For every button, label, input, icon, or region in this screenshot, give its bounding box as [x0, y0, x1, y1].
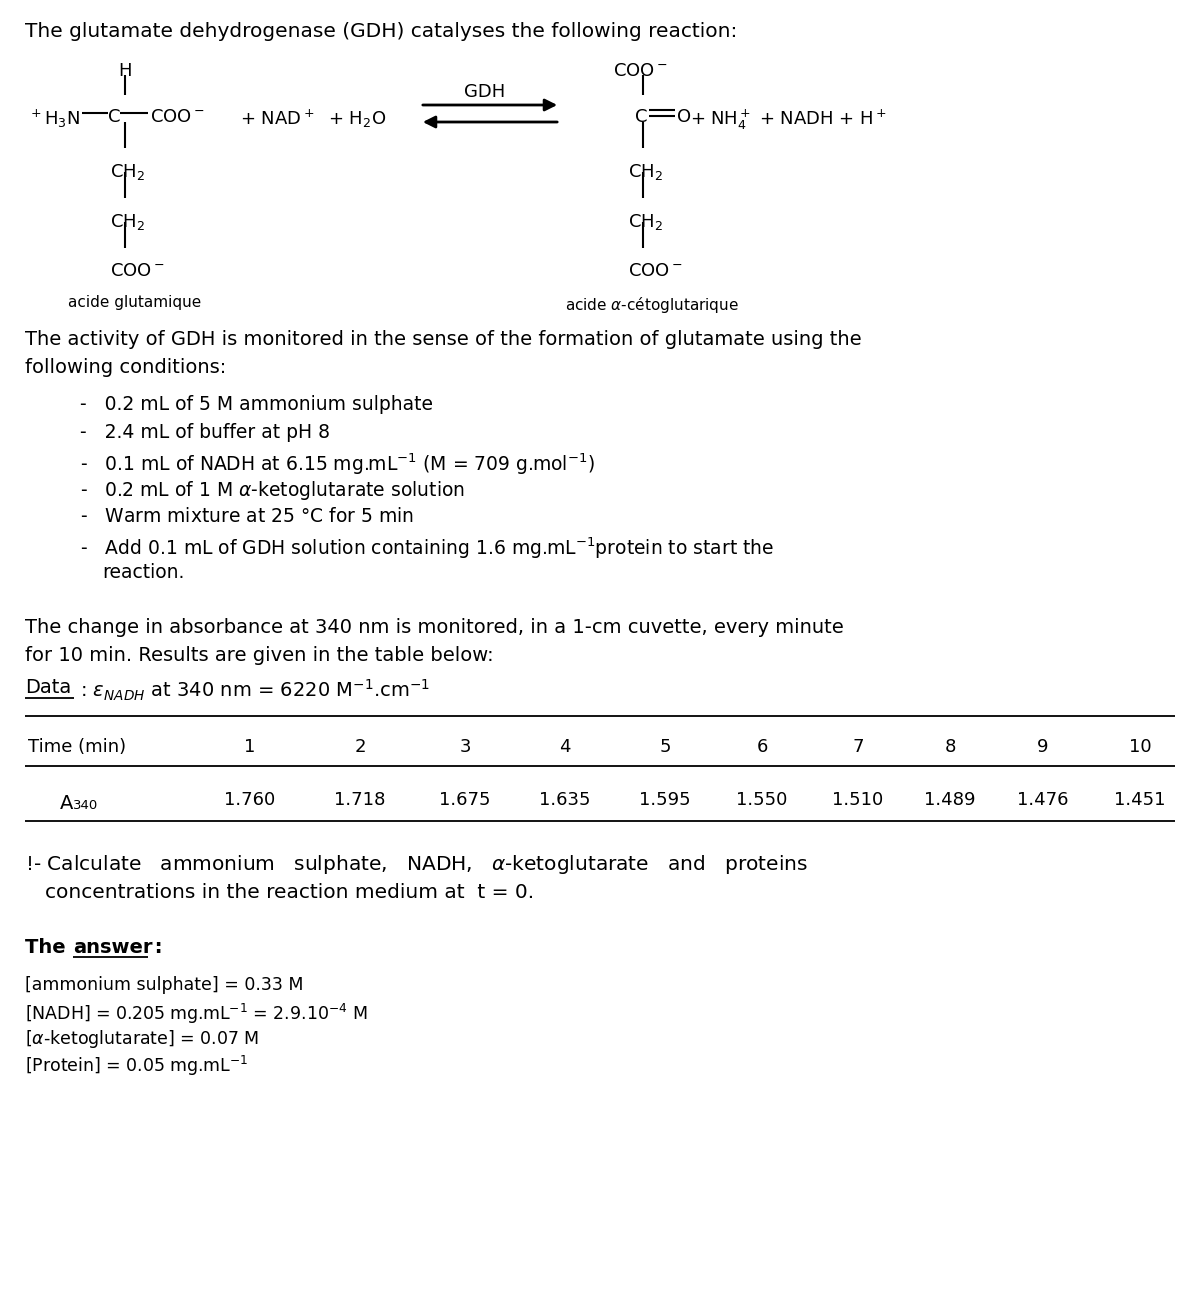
Text: 1.718: 1.718 — [335, 792, 385, 809]
Text: 7: 7 — [852, 738, 864, 756]
Text: 1.451: 1.451 — [1115, 792, 1165, 809]
Text: answer: answer — [73, 938, 152, 957]
Text: The activity of GDH is monitored in the sense of the formation of glutamate usin: The activity of GDH is monitored in the … — [25, 330, 862, 348]
Text: 1.550: 1.550 — [737, 792, 787, 809]
Text: -   2.4 mL of buffer at pH 8: - 2.4 mL of buffer at pH 8 — [80, 423, 330, 442]
Text: $^+$H$_3$N: $^+$H$_3$N — [28, 108, 80, 130]
Text: 1.595: 1.595 — [640, 792, 691, 809]
Text: COO$^-$: COO$^-$ — [628, 262, 683, 280]
Text: The: The — [25, 938, 72, 957]
Text: acide glutamique: acide glutamique — [68, 295, 202, 310]
Text: 340: 340 — [73, 800, 98, 811]
Text: 1.476: 1.476 — [1018, 792, 1069, 809]
Text: 8: 8 — [944, 738, 955, 756]
Text: 9: 9 — [1037, 738, 1049, 756]
Text: -   0.1 mL of NADH at 6.15 mg.mL$^{-1}$ (M = 709 g.mol$^{-1}$): - 0.1 mL of NADH at 6.15 mg.mL$^{-1}$ (M… — [80, 451, 595, 476]
Text: 1.675: 1.675 — [439, 792, 491, 809]
Text: COO$^-$: COO$^-$ — [150, 108, 205, 126]
Text: :: : — [148, 938, 162, 957]
Text: + NH$_4^+$ + NADH + H$^+$: + NH$_4^+$ + NADH + H$^+$ — [690, 108, 887, 133]
Text: C: C — [108, 108, 120, 126]
Text: COO$^-$: COO$^-$ — [613, 62, 667, 80]
Text: 2: 2 — [354, 738, 366, 756]
Text: H: H — [118, 62, 132, 80]
Text: + NAD$^+$  + H$_2$O: + NAD$^+$ + H$_2$O — [240, 108, 386, 130]
Text: reaction.: reaction. — [102, 563, 185, 583]
Text: COO$^-$: COO$^-$ — [110, 262, 164, 280]
Text: The glutamate dehydrogenase (GDH) catalyses the following reaction:: The glutamate dehydrogenase (GDH) cataly… — [25, 22, 737, 41]
Text: for 10 min. Results are given in the table below:: for 10 min. Results are given in the tab… — [25, 646, 493, 665]
Text: A: A — [60, 794, 73, 813]
Text: C: C — [635, 108, 648, 126]
Text: CH$_2$: CH$_2$ — [110, 162, 145, 181]
Text: Data: Data — [25, 679, 71, 697]
Text: 1.760: 1.760 — [224, 792, 276, 809]
Text: -   Warm mixture at 25 $\degree$C for 5 min: - Warm mixture at 25 $\degree$C for 5 mi… — [80, 508, 414, 526]
Text: -   0.2 mL of 5 M ammonium sulphate: - 0.2 mL of 5 M ammonium sulphate — [80, 394, 433, 414]
Text: The change in absorbance at 340 nm is monitored, in a 1-cm cuvette, every minute: The change in absorbance at 340 nm is mo… — [25, 618, 844, 636]
Text: concentrations in the reaction medium at  t = 0.: concentrations in the reaction medium at… — [46, 882, 534, 902]
Text: Time (min): Time (min) — [28, 738, 126, 756]
Text: CH$_2$: CH$_2$ — [110, 212, 145, 231]
Text: 4: 4 — [559, 738, 571, 756]
Text: 10: 10 — [1129, 738, 1151, 756]
Text: : $\varepsilon_{NADH}$ at 340 nm = 6220 M$^{-1}$.cm$^{-1}$: : $\varepsilon_{NADH}$ at 340 nm = 6220 … — [74, 679, 431, 704]
Text: [Protein] = 0.05 mg.mL$^{-1}$: [Protein] = 0.05 mg.mL$^{-1}$ — [25, 1055, 248, 1078]
Text: 1.489: 1.489 — [924, 792, 976, 809]
Text: CH$_2$: CH$_2$ — [628, 212, 664, 231]
Text: 1.510: 1.510 — [833, 792, 883, 809]
Text: following conditions:: following conditions: — [25, 358, 227, 377]
Text: 1: 1 — [245, 738, 256, 756]
Text: !- Calculate   ammonium   sulphate,   NADH,   $\alpha$-ketoglutarate   and   pro: !- Calculate ammonium sulphate, NADH, $\… — [25, 853, 808, 876]
Text: [$\alpha$-ketoglutarate] = 0.07 M: [$\alpha$-ketoglutarate] = 0.07 M — [25, 1028, 259, 1049]
Text: [NADH] = 0.205 mg.mL$^{-1}$ = 2.9.10$^{-4}$ M: [NADH] = 0.205 mg.mL$^{-1}$ = 2.9.10$^{-… — [25, 1002, 367, 1026]
Text: 5: 5 — [659, 738, 671, 756]
Text: acide $\alpha$-cétoglutarique: acide $\alpha$-cétoglutarique — [565, 295, 739, 316]
Text: -   Add 0.1 mL of GDH solution containing 1.6 mg.mL$^{-1}$protein to start the: - Add 0.1 mL of GDH solution containing … — [80, 535, 774, 560]
Text: 3: 3 — [460, 738, 470, 756]
Text: CH$_2$: CH$_2$ — [628, 162, 664, 181]
Text: GDH: GDH — [464, 83, 505, 101]
Text: O: O — [677, 108, 691, 126]
Text: 6: 6 — [756, 738, 768, 756]
Text: 1.635: 1.635 — [539, 792, 590, 809]
Text: -   0.2 mL of 1 M $\alpha$-ketoglutarate solution: - 0.2 mL of 1 M $\alpha$-ketoglutarate s… — [80, 479, 464, 502]
Text: [ammonium sulphate] = 0.33 M: [ammonium sulphate] = 0.33 M — [25, 976, 304, 994]
